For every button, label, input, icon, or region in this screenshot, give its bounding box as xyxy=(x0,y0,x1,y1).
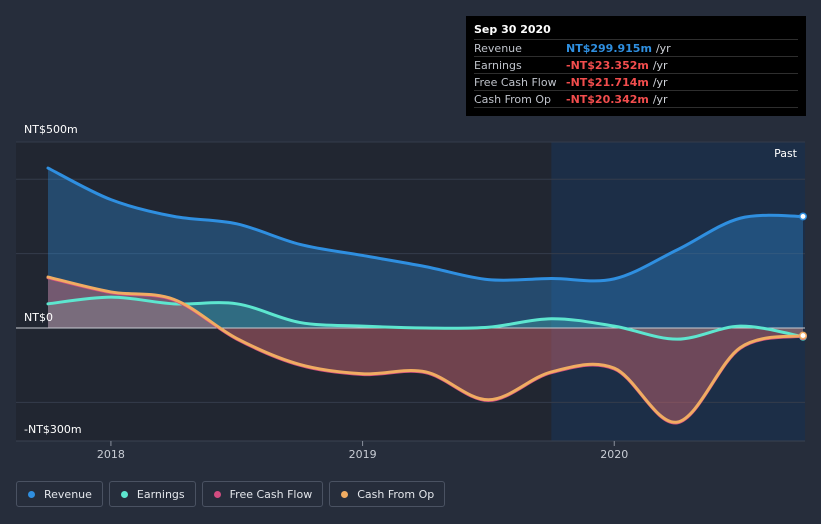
legend-label: Revenue xyxy=(44,487,92,501)
tooltip-label: Revenue xyxy=(474,41,522,55)
tooltip-value: -NT$23.352m xyxy=(566,58,649,72)
earnings-dot-icon xyxy=(120,490,128,498)
revenue-area xyxy=(48,168,803,328)
y-axis-top-label: NT$500m xyxy=(24,123,78,136)
x-tick-label: 2020 xyxy=(600,448,628,461)
cash-from-op-area xyxy=(48,277,803,423)
legend-label: Earnings xyxy=(136,487,185,501)
revenue-end-marker xyxy=(799,212,807,221)
tooltip-row-earnings: Earnings -NT$23.352m /yr xyxy=(474,56,798,73)
legend-item-revenue[interactable]: Revenue xyxy=(16,481,103,507)
tooltip-unit: /yr xyxy=(655,41,671,55)
earnings-area xyxy=(48,297,803,340)
tooltip-unit: /yr xyxy=(652,58,668,72)
revenue-line xyxy=(46,166,805,283)
legend: Revenue Earnings Free Cash Flow Cash Fro… xyxy=(16,481,446,507)
tooltip-date: Sep 30 2020 xyxy=(474,23,551,36)
cash-from-op-dot-icon xyxy=(341,490,349,498)
legend-item-earnings[interactable]: Earnings xyxy=(108,481,196,507)
y-axis-bottom-label: -NT$300m xyxy=(24,423,82,436)
revenue-dot-icon xyxy=(28,490,35,498)
tooltip-label: Earnings xyxy=(474,58,522,72)
cash-from-op-end-marker xyxy=(799,331,807,340)
legend-label: Free Cash Flow xyxy=(229,487,313,501)
free-cash-flow-dot-icon xyxy=(213,490,221,498)
legend-item-free-cash-flow[interactable]: Free Cash Flow xyxy=(201,481,324,507)
tooltip: Sep 30 2020 Revenue NT$299.915m /yr Earn… xyxy=(466,16,806,116)
past-label: Past xyxy=(774,147,798,160)
tooltip-label: Free Cash Flow xyxy=(474,75,557,89)
y-axis-zero-label: NT$0 xyxy=(24,311,53,324)
tooltip-value: NT$299.915m xyxy=(566,41,652,55)
tooltip-row-free-cash-flow: Free Cash Flow -NT$21.714m /yr xyxy=(474,73,798,90)
x-tick-label: 2018 xyxy=(97,448,125,461)
x-tick-label: 2019 xyxy=(349,448,377,461)
tooltip-label: Cash From Op xyxy=(474,92,552,106)
tooltip-unit: /yr xyxy=(652,75,668,89)
tooltip-value: -NT$20.342m xyxy=(566,92,649,106)
legend-label: Cash From Op xyxy=(357,487,435,501)
earnings-line xyxy=(46,295,805,341)
cash-from-op-line xyxy=(46,275,805,424)
past-region xyxy=(551,142,805,441)
tooltip-row-revenue: Revenue NT$299.915m /yr xyxy=(474,39,798,56)
legend-item-cash-from-op[interactable]: Cash From Op xyxy=(329,481,446,507)
tooltip-value: -NT$21.714m xyxy=(566,75,649,89)
tooltip-row-cash-from-op: Cash From Op -NT$20.342m /yr xyxy=(474,90,798,108)
tooltip-unit: /yr xyxy=(652,92,668,106)
free-cash-flow-area xyxy=(48,277,803,424)
